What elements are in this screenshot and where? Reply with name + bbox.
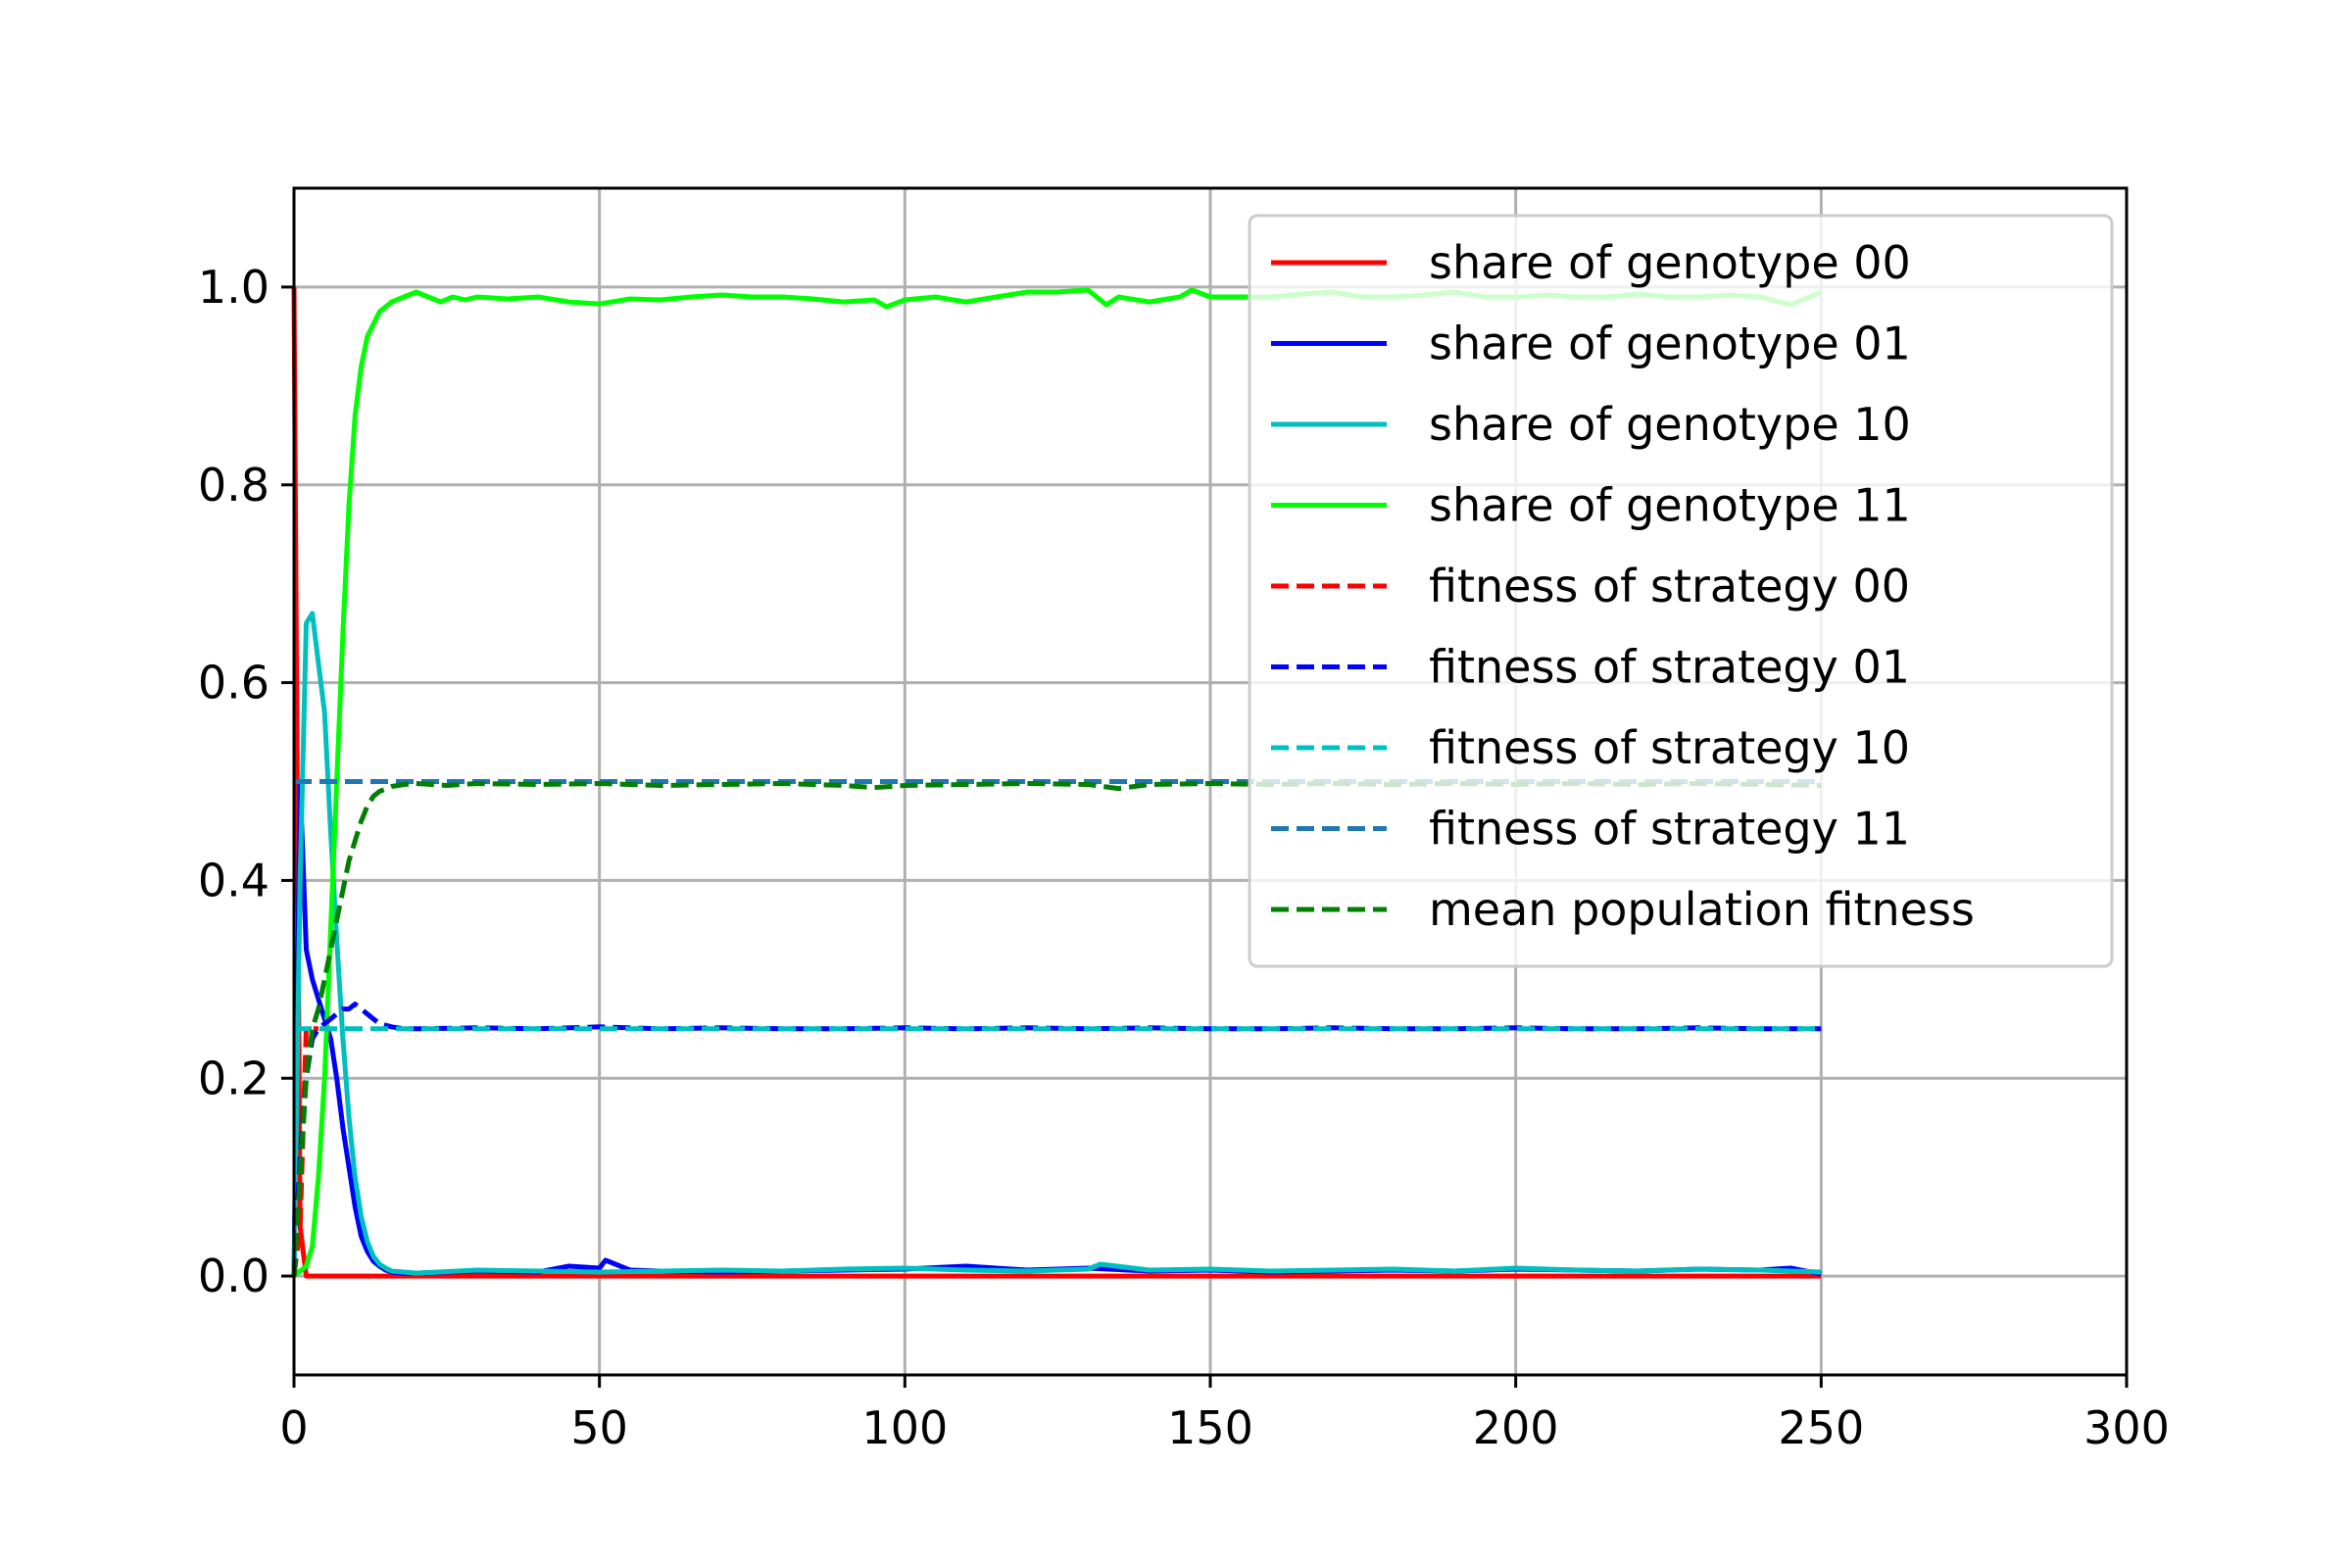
x-tick-label: 300 bbox=[2083, 1401, 2170, 1454]
legend-label: fitness of strategy 00 bbox=[1429, 560, 1910, 612]
y-tick-label: 1.0 bbox=[198, 261, 270, 314]
x-tick-label: 0 bbox=[279, 1401, 308, 1454]
legend-label: share of genotype 10 bbox=[1429, 398, 1911, 451]
y-tick-label: 0.6 bbox=[198, 657, 270, 710]
x-tick-label: 250 bbox=[1778, 1401, 1864, 1454]
x-tick-label: 150 bbox=[1167, 1401, 1253, 1454]
legend-label: share of genotype 01 bbox=[1429, 318, 1911, 370]
series-line-5 bbox=[291, 1002, 1822, 1277]
y-tick-label: 0.0 bbox=[198, 1250, 270, 1302]
x-tick-label: 50 bbox=[570, 1401, 628, 1454]
legend-label: mean population fitness bbox=[1429, 883, 1975, 936]
y-tick-label: 0.2 bbox=[198, 1052, 270, 1104]
series-line-8 bbox=[291, 781, 1822, 1277]
legend-label: share of genotype 11 bbox=[1429, 479, 1911, 532]
plot-series bbox=[291, 286, 1823, 1279]
legend-label: fitness of strategy 10 bbox=[1429, 721, 1910, 774]
x-tick-label: 200 bbox=[1473, 1401, 1559, 1454]
y-tick-label: 0.8 bbox=[198, 459, 270, 512]
legend-label: share of genotype 00 bbox=[1429, 236, 1911, 289]
legend-label: fitness of strategy 01 bbox=[1429, 641, 1910, 694]
legend-box bbox=[1248, 214, 2114, 968]
axis-ticks: 0 50 100 150 200 250 300 0.0 0.2 0.4 0.6 0.8 1.0 bbox=[198, 261, 2170, 1454]
legend-label: fitness of strategy 11 bbox=[1429, 803, 1910, 856]
series-line-2 bbox=[291, 611, 1822, 1277]
y-tick-label: 0.4 bbox=[198, 854, 270, 906]
x-tick-label: 100 bbox=[861, 1401, 948, 1454]
legend: share of genotype 00 share of genotype 01… bbox=[1248, 214, 2114, 968]
